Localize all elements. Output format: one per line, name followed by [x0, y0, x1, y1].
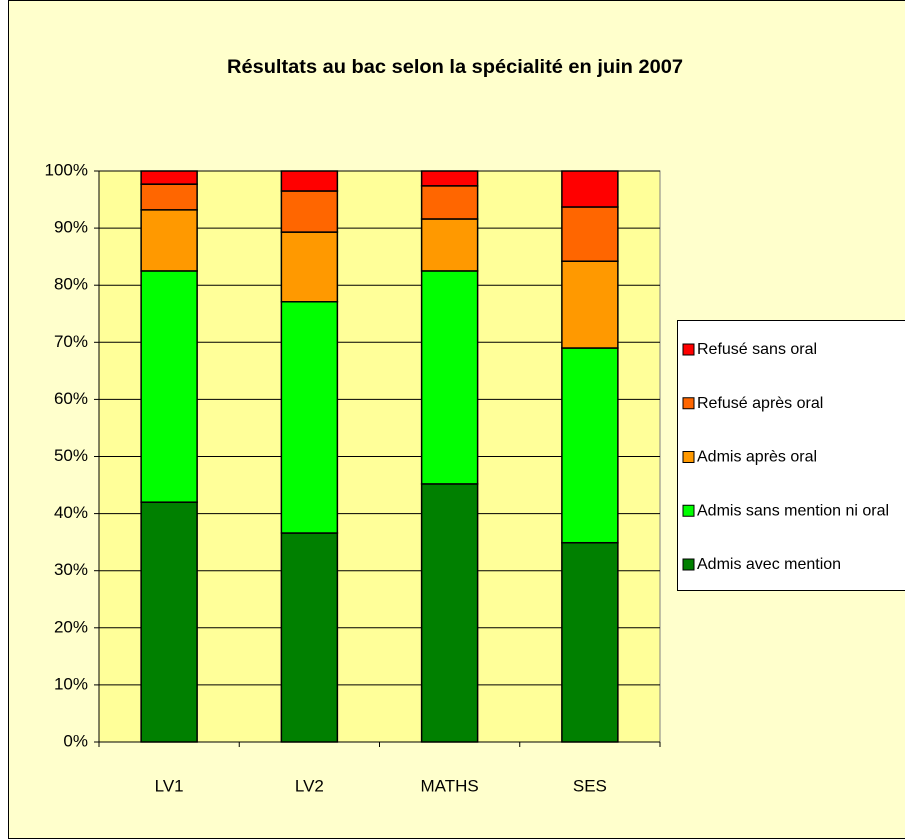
bar-segment — [280, 301, 339, 534]
bar-segment — [140, 501, 198, 743]
bar-segment — [561, 541, 619, 743]
bar-segment — [420, 218, 479, 272]
legend-swatch — [682, 504, 695, 517]
x-tick-label: MATHS — [421, 776, 479, 795]
x-tick-label: LV1 — [155, 776, 184, 795]
legend-swatch — [682, 343, 695, 356]
chart-title: Résultats au bac selon la spécialité en … — [227, 57, 683, 78]
y-tick-label: 20% — [54, 617, 88, 636]
bar-segment — [140, 170, 198, 185]
x-tick-label: SES — [573, 776, 607, 795]
legend-label: Refusé sans oral — [697, 341, 817, 358]
bar-segment — [140, 209, 198, 272]
legend-label: Admis avec mention — [697, 556, 841, 573]
legend-swatch — [682, 397, 695, 410]
bar-segment — [280, 190, 339, 233]
y-tick-label: 50% — [54, 446, 88, 465]
legend-box — [677, 320, 905, 591]
y-tick-label: 100% — [45, 160, 88, 179]
bar-segment — [561, 206, 619, 262]
bar-segment — [280, 532, 339, 743]
bar-segment — [561, 260, 619, 349]
bar-segment — [420, 483, 479, 743]
legend-label: Admis après oral — [697, 449, 817, 466]
y-tick-label: 10% — [54, 674, 88, 693]
bar-segment — [280, 170, 339, 192]
y-tick-label: 90% — [54, 218, 88, 237]
bar-segment — [420, 270, 479, 485]
bar-segment — [280, 231, 339, 303]
bar-segment — [140, 270, 198, 503]
bar-segment — [420, 170, 479, 187]
legend-label: Refusé après oral — [697, 395, 823, 412]
legend-label: Admis sans mention ni oral — [697, 502, 889, 519]
bar-segment — [561, 347, 619, 544]
legend-swatch — [682, 451, 695, 463]
bar-segment — [140, 183, 198, 211]
y-tick-label: 70% — [54, 332, 88, 351]
y-tick-label: 40% — [54, 503, 88, 522]
bar-segment — [420, 185, 479, 220]
x-tick-label: LV2 — [295, 776, 324, 795]
y-tick-label: 0% — [63, 731, 88, 750]
bar-segment — [561, 170, 619, 208]
legend-swatch — [682, 558, 695, 571]
y-tick-label: 60% — [54, 389, 88, 408]
y-tick-label: 30% — [54, 560, 88, 579]
y-tick-label: 80% — [54, 275, 88, 294]
